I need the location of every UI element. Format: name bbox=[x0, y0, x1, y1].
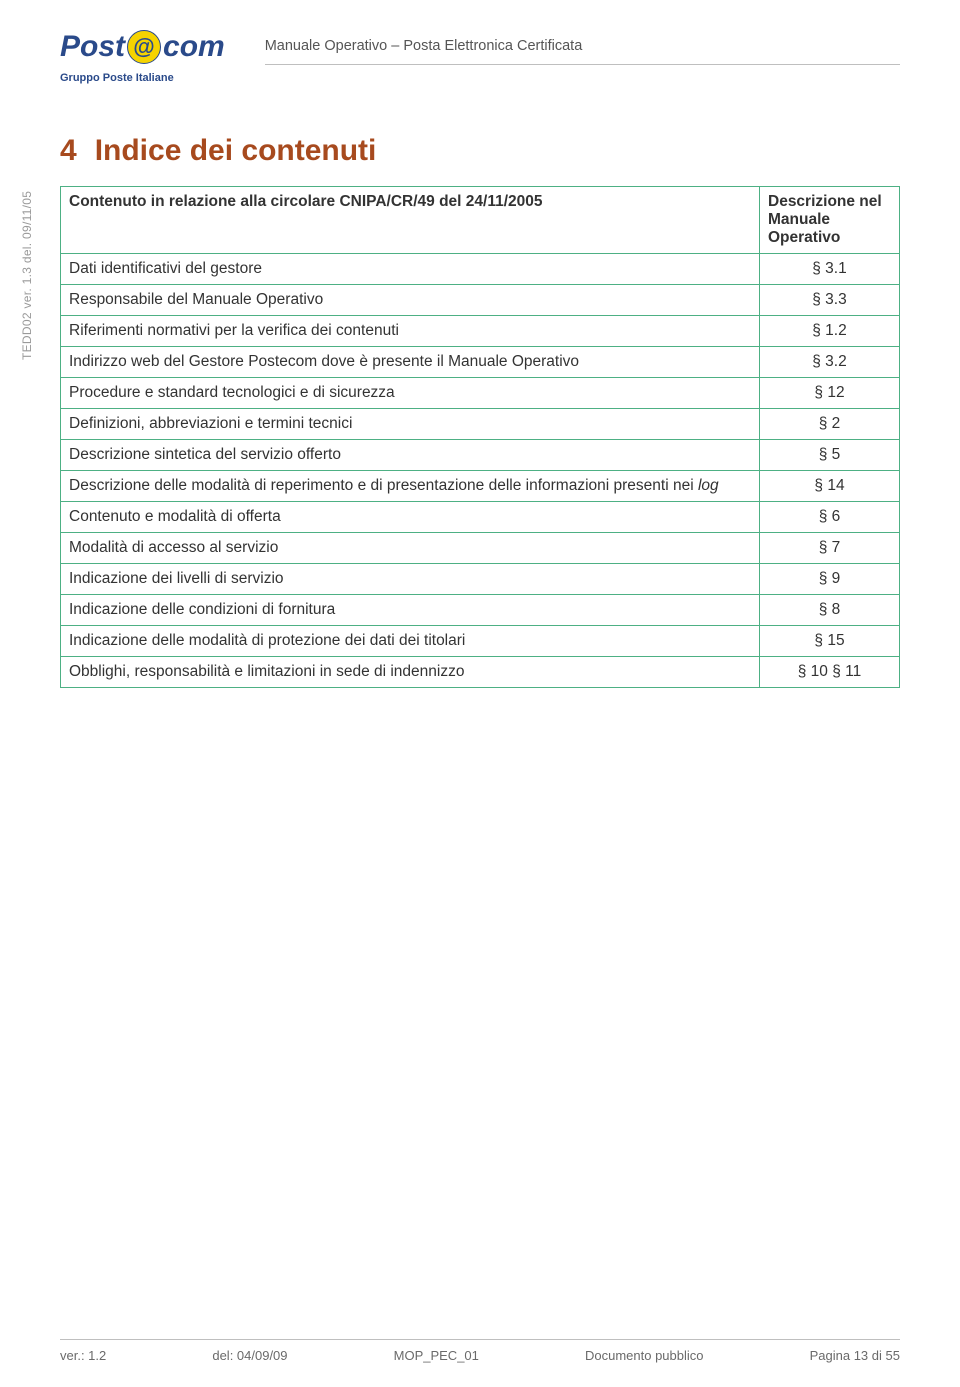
header-rule bbox=[265, 64, 900, 65]
table-cell-label: Dati identificativi del gestore bbox=[61, 254, 760, 285]
logo: Post @ com bbox=[60, 30, 225, 64]
table-row: Indirizzo web del Gestore Postecom dove … bbox=[61, 347, 900, 378]
table-cell-value: § 9 bbox=[760, 564, 900, 595]
table-cell-label: Indicazione delle condizioni di fornitur… bbox=[61, 595, 760, 626]
at-icon: @ bbox=[127, 30, 161, 64]
table-cell-value: § 10 § 11 bbox=[760, 657, 900, 688]
logo-area: Post @ com Gruppo Poste Italiane bbox=[60, 30, 225, 84]
doc-title: Manuale Operativo – Posta Elettronica Ce… bbox=[265, 38, 900, 54]
table-header-right: Descrizione nel Manuale Operativo bbox=[760, 187, 900, 254]
footer-doc-id: MOP_PEC_01 bbox=[394, 1348, 479, 1363]
section-number: 4 bbox=[60, 134, 77, 168]
table-row: Procedure e standard tecnologici e di si… bbox=[61, 378, 900, 409]
table-header-right-line2: Manuale Operativo bbox=[768, 211, 840, 246]
table-row: Modalità di accesso al servizio§ 7 bbox=[61, 533, 900, 564]
section-title: Indice dei contenuti bbox=[95, 134, 377, 168]
table-cell-value: § 14 bbox=[760, 471, 900, 502]
table-cell-label: Modalità di accesso al servizio bbox=[61, 533, 760, 564]
footer-date: del: 04/09/09 bbox=[212, 1348, 287, 1363]
table-row: Indicazione delle modalità di protezione… bbox=[61, 626, 900, 657]
table-cell-value: § 6 bbox=[760, 502, 900, 533]
table-row: Descrizione sintetica del servizio offer… bbox=[61, 440, 900, 471]
table-row: Indicazione delle condizioni di fornitur… bbox=[61, 595, 900, 626]
table-cell-label: Indicazione dei livelli di servizio bbox=[61, 564, 760, 595]
table-cell-label: Riferimenti normativi per la verifica de… bbox=[61, 316, 760, 347]
table-row: Responsabile del Manuale Operativo§ 3.3 bbox=[61, 285, 900, 316]
group-label: Gruppo Poste Italiane bbox=[60, 72, 225, 84]
table-cell-label: Indicazione delle modalità di protezione… bbox=[61, 626, 760, 657]
table-row: Obblighi, responsabilità e limitazioni i… bbox=[61, 657, 900, 688]
table-header-row: Contenuto in relazione alla circolare CN… bbox=[61, 187, 900, 254]
table-row: Indicazione dei livelli di servizio§ 9 bbox=[61, 564, 900, 595]
table-row: Riferimenti normativi per la verifica de… bbox=[61, 316, 900, 347]
section-heading: 4 Indice dei contenuti bbox=[60, 134, 900, 168]
footer-row: ver.: 1.2 del: 04/09/09 MOP_PEC_01 Docum… bbox=[60, 1348, 900, 1363]
footer-page: Pagina 13 di 55 bbox=[810, 1348, 900, 1363]
header: Post @ com Gruppo Poste Italiane Manuale… bbox=[60, 30, 900, 84]
table-row: Descrizione delle modalità di reperiment… bbox=[61, 471, 900, 502]
table-cell-label: Indirizzo web del Gestore Postecom dove … bbox=[61, 347, 760, 378]
table-cell-label: Contenuto e modalità di offerta bbox=[61, 502, 760, 533]
table-cell-value: § 3.3 bbox=[760, 285, 900, 316]
table-cell-label: Descrizione delle modalità di reperiment… bbox=[61, 471, 760, 502]
table-cell-label-italic: log bbox=[698, 477, 719, 494]
table-row: Definizioni, abbreviazioni e termini tec… bbox=[61, 409, 900, 440]
table-cell-label-pre: Descrizione delle modalità di reperiment… bbox=[69, 477, 698, 494]
table-cell-value: § 3.1 bbox=[760, 254, 900, 285]
footer-version: ver.: 1.2 bbox=[60, 1348, 106, 1363]
table-cell-label: Descrizione sintetica del servizio offer… bbox=[61, 440, 760, 471]
content-table: Contenuto in relazione alla circolare CN… bbox=[60, 186, 900, 688]
table-row: Dati identificativi del gestore§ 3.1 bbox=[61, 254, 900, 285]
doc-title-area: Manuale Operativo – Posta Elettronica Ce… bbox=[245, 30, 900, 65]
footer-classification: Documento pubblico bbox=[585, 1348, 704, 1363]
table-cell-value: § 8 bbox=[760, 595, 900, 626]
table-cell-value: § 7 bbox=[760, 533, 900, 564]
table-cell-label: Definizioni, abbreviazioni e termini tec… bbox=[61, 409, 760, 440]
side-ref-text: TEDD02 ver. 1.3 del. 09/11/05 bbox=[20, 191, 34, 360]
footer: ver.: 1.2 del: 04/09/09 MOP_PEC_01 Docum… bbox=[60, 1339, 900, 1363]
table-cell-label: Obblighi, responsabilità e limitazioni i… bbox=[61, 657, 760, 688]
table-cell-value: § 12 bbox=[760, 378, 900, 409]
logo-text-prefix: Post bbox=[60, 30, 125, 64]
table-cell-value: § 3.2 bbox=[760, 347, 900, 378]
table-header-right-line1: Descrizione nel bbox=[768, 193, 882, 210]
table-header-left: Contenuto in relazione alla circolare CN… bbox=[61, 187, 760, 254]
table-cell-label: Responsabile del Manuale Operativo bbox=[61, 285, 760, 316]
logo-text-suffix: com bbox=[163, 30, 225, 64]
page: TEDD02 ver. 1.3 del. 09/11/05 Post @ com… bbox=[0, 0, 960, 1387]
footer-rule bbox=[60, 1339, 900, 1340]
table-cell-value: § 2 bbox=[760, 409, 900, 440]
table-cell-value: § 1.2 bbox=[760, 316, 900, 347]
table-cell-label: Procedure e standard tecnologici e di si… bbox=[61, 378, 760, 409]
table-row: Contenuto e modalità di offerta§ 6 bbox=[61, 502, 900, 533]
table-cell-value: § 5 bbox=[760, 440, 900, 471]
table-cell-value: § 15 bbox=[760, 626, 900, 657]
